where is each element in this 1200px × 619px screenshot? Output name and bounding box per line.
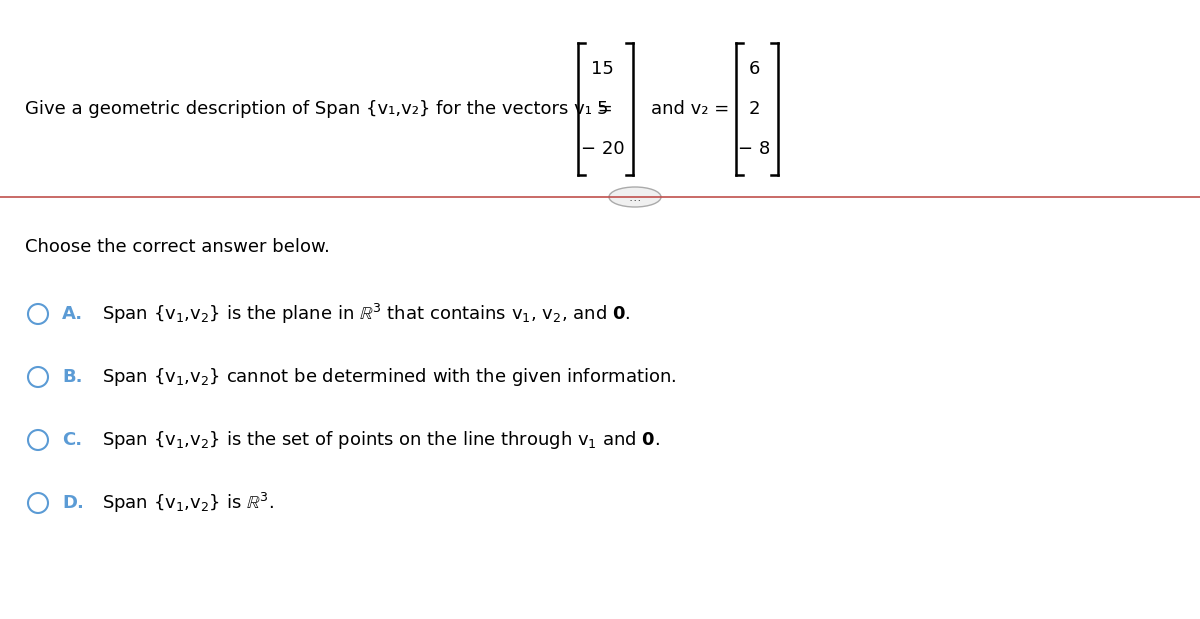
Text: Span {v$_1$,v$_2$} is $\mathbb{R}^3$.: Span {v$_1$,v$_2$} is $\mathbb{R}^3$. xyxy=(102,491,274,515)
Ellipse shape xyxy=(610,187,661,207)
Text: Span {v$_1$,v$_2$} cannot be determined with the given information.: Span {v$_1$,v$_2$} cannot be determined … xyxy=(102,366,677,388)
Text: …: … xyxy=(629,191,641,204)
Text: Give a geometric description of Span {v₁,v₂} for the vectors v₁ =: Give a geometric description of Span {v₁… xyxy=(25,100,613,118)
Circle shape xyxy=(28,430,48,450)
Text: 5: 5 xyxy=(596,100,608,118)
Text: − 8: − 8 xyxy=(738,140,770,158)
Text: Choose the correct answer below.: Choose the correct answer below. xyxy=(25,238,330,256)
Text: B.: B. xyxy=(62,368,83,386)
Text: D.: D. xyxy=(62,494,84,512)
Text: and v₂ =: and v₂ = xyxy=(650,100,730,118)
Circle shape xyxy=(28,367,48,387)
Text: Span {v$_1$,v$_2$} is the plane in $\mathbb{R}^3$ that contains v$_1$, v$_2$, an: Span {v$_1$,v$_2$} is the plane in $\mat… xyxy=(102,302,630,326)
Text: 15: 15 xyxy=(592,60,614,78)
Circle shape xyxy=(28,493,48,513)
Circle shape xyxy=(28,304,48,324)
Text: Span {v$_1$,v$_2$} is the set of points on the line through v$_1$ and $\mathbf{0: Span {v$_1$,v$_2$} is the set of points … xyxy=(102,429,660,451)
Text: 2: 2 xyxy=(749,100,760,118)
Text: C.: C. xyxy=(62,431,82,449)
Text: A.: A. xyxy=(62,305,83,323)
Text: 6: 6 xyxy=(749,60,760,78)
Text: − 20: − 20 xyxy=(581,140,624,158)
